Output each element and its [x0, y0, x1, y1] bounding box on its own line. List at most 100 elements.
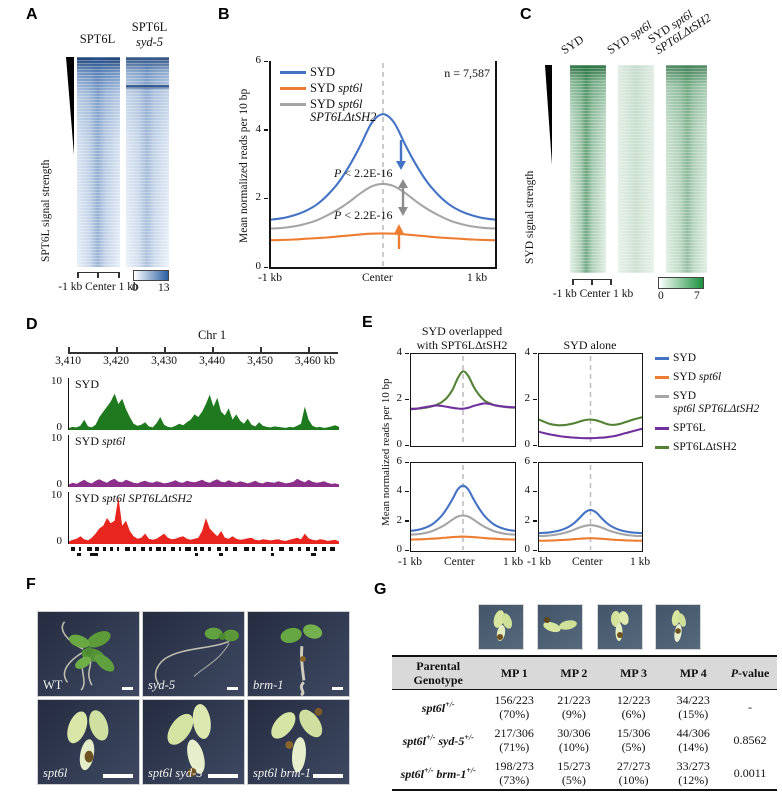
legend-entry: SPT6LΔtSH2: [655, 441, 737, 454]
legend-swatch: [655, 376, 669, 379]
count-cell: 33/273 (12%): [663, 756, 724, 791]
panel-b-y-axis-label: Mean normalized reads per 10 bp: [238, 88, 250, 244]
track-ymax: 10: [51, 432, 62, 444]
legend-swatch: [280, 103, 306, 106]
seedling-photo-3: spt6l: [37, 699, 140, 785]
panel-e-plot-bottom-left: [410, 462, 516, 552]
scale-bar: [208, 774, 238, 778]
panel-c-x-bracket: [572, 279, 612, 285]
panel-d-label: D: [26, 316, 38, 333]
count-cell: 34/223 (15%): [676, 692, 710, 721]
legend-entry: SYD: [655, 352, 696, 365]
scale-bar: [227, 687, 238, 690]
track-ymax: 10: [51, 375, 62, 387]
legend-entry: SYD spt6l SPT6LΔtSH2: [655, 390, 759, 416]
panel-b-x-left: -1 kb: [258, 272, 282, 284]
photo-genotype-label: spt6l: [43, 766, 68, 780]
mp-photo-3: [597, 604, 643, 650]
legend-entry: SPT6L: [655, 422, 706, 435]
n-annotation: n = 7,587: [444, 66, 490, 80]
y-tick: 0: [396, 438, 403, 450]
heatmap-a2-title: SPT6L syd-5: [131, 20, 168, 49]
y-tick: 2: [396, 513, 403, 526]
photo-genotype-label: WT: [43, 678, 63, 692]
heatmap-syd-spt6l: [618, 65, 654, 273]
ruler-tick-label: 3,460 kb: [294, 355, 336, 367]
e-bl-x-center: Center: [444, 556, 475, 568]
chromosome-label: Chr 1: [197, 328, 227, 342]
panel-e-plot-top-left: [410, 353, 516, 447]
count-cell: 21/223 (9%): [557, 692, 591, 721]
legend-entry: SYD spt6l SPT6LΔtSH2: [280, 98, 376, 124]
ruler-tick-label: 3,440: [199, 355, 225, 367]
y-tick: 6: [524, 455, 531, 467]
seedling-photo-4: spt6l syd-5: [142, 699, 245, 785]
series-syd-spt6l: [411, 535, 515, 541]
signal-strength-wedge-a: [66, 57, 74, 155]
series-syd-spt6l: [539, 537, 642, 542]
legend-swatch: [655, 427, 669, 430]
series-spt6l: [539, 427, 642, 440]
panel-e-label: E: [362, 314, 373, 331]
heatmap-column-title: SYD: [558, 32, 587, 57]
y-tick: 2: [524, 392, 531, 404]
colorbar-green-min: 0: [658, 290, 664, 302]
y-tick: 4: [396, 346, 403, 358]
genome-track: SYD spt6l SPT6LΔtSH2: [68, 491, 339, 544]
mp-photo-1: [478, 604, 524, 650]
legend-entry: SYD spt6l: [280, 82, 362, 95]
series-syd-spt6l-spt6lδtsh2: [411, 514, 515, 536]
y-tick: 6: [396, 455, 403, 467]
ruler-tick-label: 3,450: [247, 355, 273, 367]
p-value-cell: 0.8562: [733, 732, 767, 747]
count-cell: 12/223 (6%): [616, 692, 651, 721]
count-cell: 30/306 (10%): [557, 725, 591, 754]
y-tick: 0: [524, 438, 531, 450]
signal-strength-wedge-c: [545, 65, 552, 165]
panel-b-label: B: [218, 6, 230, 23]
panel-a-y-axis-label: SPT6L signal strength: [40, 159, 52, 262]
y-tick: 0: [255, 260, 262, 272]
ruler-tick-label: 3,410: [55, 355, 81, 367]
genotype-cell: spt6l+/- syd-5+/-: [402, 733, 474, 748]
y-tick: 0: [396, 543, 403, 555]
panel-c-label: C: [520, 6, 532, 23]
y-tick: 2: [396, 392, 403, 404]
panel-b-x-right: 1 kb: [467, 272, 488, 284]
panel-a-x-axis-label: -1 kb Center 1 kb: [58, 281, 139, 293]
table-header: Parental Genotype: [392, 655, 485, 690]
count-cell: 27/273 (10%): [603, 756, 664, 791]
count-cell: 198/273 (73%): [484, 756, 545, 791]
gene-annotation-row: [68, 553, 338, 556]
colorbar-green: [658, 277, 704, 289]
panel-b-x-center: Center: [362, 272, 393, 284]
y-tick: 4: [524, 346, 531, 358]
series-syd-spt6l-spt6lδtsh2: [271, 182, 495, 230]
e-br-x-left: -1 kb: [527, 556, 551, 568]
y-tick: 0: [524, 543, 531, 555]
series-spt6l: [411, 402, 515, 411]
count-cell: 156/223 (70%): [494, 692, 534, 721]
heatmap-syd-spt6l-dtsh2: [666, 65, 707, 273]
ruler-tick-label: 3,430: [151, 355, 177, 367]
series-spt6lδtsh2: [539, 416, 642, 427]
p-value-cell: 0.0011: [723, 756, 777, 791]
panel-a-label: A: [26, 6, 38, 23]
table-header: P-value: [723, 655, 777, 690]
heatmap-syd: [570, 65, 606, 273]
scale-bar: [103, 774, 133, 778]
genotype-cell: spt6l+/- brm-1+/-: [392, 756, 485, 791]
panel-c-y-axis-label: SYD signal strength: [524, 170, 536, 264]
legend-swatch: [655, 446, 669, 449]
legend-swatch: [655, 357, 669, 360]
seedling-photo-0: WT: [37, 611, 140, 697]
table-row: spt6l+/- 156/223 (70%) 21/223 (9%) 12/223 (6%)…: [392, 690, 777, 724]
p-value-annotation-bottom: P < 2.2E-16: [334, 208, 393, 222]
heatmap-spt6l-syd5: [126, 57, 169, 267]
table-header: MP 1: [484, 655, 545, 690]
panel-e-plot-bottom-right: [538, 462, 643, 552]
panel-a-x-bracket: [77, 272, 120, 278]
photo-genotype-label: spt6l brm-1: [253, 766, 311, 780]
seedling-photo-1: syd-5: [142, 611, 245, 697]
